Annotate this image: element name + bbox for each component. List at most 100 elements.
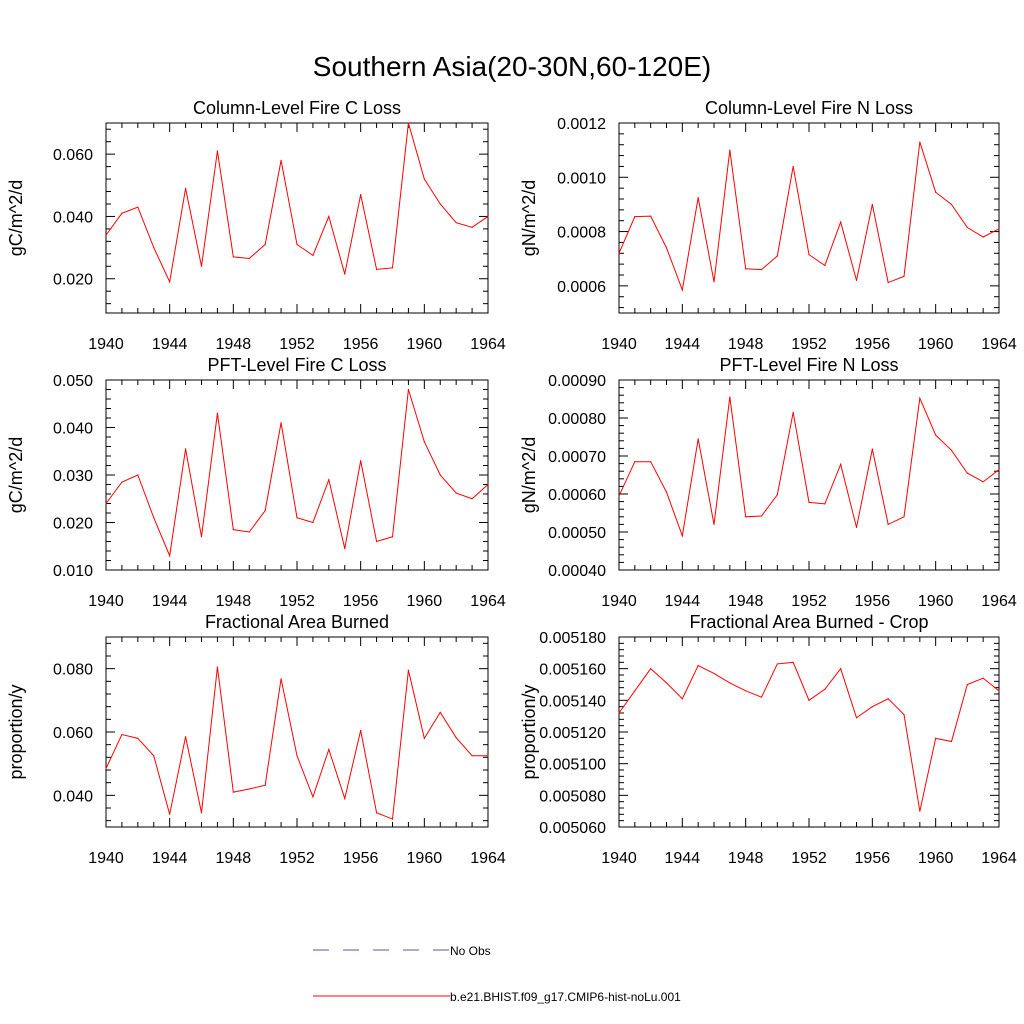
data-point [200, 265, 203, 267]
data-point [903, 713, 905, 716]
y-tick-label: 0.0010 [557, 170, 606, 187]
data-point [121, 212, 123, 214]
data-point [808, 699, 810, 701]
y-tick-label: 0.040 [53, 421, 93, 438]
data-point [776, 255, 778, 257]
y-tick-label: 0.005120 [539, 725, 606, 742]
data-point [360, 194, 362, 196]
y-tick-label: 0.00090 [548, 373, 606, 390]
data-point [280, 159, 282, 161]
data-point [312, 521, 314, 524]
data-point [824, 688, 826, 690]
figure-title: Southern Asia(20-30N,60-120E) [313, 51, 711, 82]
x-tick-label: 1952 [279, 593, 315, 610]
data-point [729, 396, 731, 398]
data-point [248, 531, 250, 533]
data-point [184, 448, 187, 450]
data-point [776, 663, 778, 665]
x-tick-label: 1948 [728, 336, 764, 353]
panel-6: Fractional Area Burned - Crop proportion/… [519, 612, 1017, 867]
data-point [360, 460, 362, 462]
y-tick-label: 0.060 [53, 725, 93, 742]
data-point [423, 737, 425, 739]
y-tick-label: 0.0006 [557, 279, 606, 296]
data-point [871, 706, 873, 708]
data-point [264, 784, 266, 786]
data-point [344, 273, 346, 275]
data-point [729, 682, 731, 684]
data-point [169, 813, 171, 815]
data-point [792, 411, 794, 413]
data-point [471, 226, 473, 228]
data-point [169, 281, 171, 283]
data-point [137, 474, 139, 476]
x-tick-label: 1952 [279, 336, 315, 353]
y-tick-label: 0.005080 [539, 788, 606, 805]
data-point [745, 516, 747, 518]
data-point [248, 788, 250, 790]
data-point [375, 812, 378, 814]
x-tick-label: 1952 [791, 336, 827, 353]
x-tick-label: 1960 [407, 336, 443, 353]
panel-4: PFT-Level Fire N Loss gN/m^2/d 1940 1944 194… [519, 355, 1017, 610]
data-point [121, 733, 123, 736]
data-point [982, 481, 984, 483]
x-tick-label: 1956 [343, 336, 379, 353]
y-tick-label: 0.040 [53, 788, 93, 805]
data-point [919, 141, 921, 143]
data-point [871, 203, 873, 206]
data-point [982, 236, 984, 238]
x-tick-label: 1956 [855, 850, 891, 867]
data-point [665, 247, 668, 249]
data-point [232, 256, 234, 258]
x-tick-label: 1944 [152, 336, 188, 353]
y-axis-label: gN/m^2/d [519, 180, 539, 256]
data-point [375, 268, 378, 270]
data-point [439, 203, 441, 205]
y-tick-label: 0.0008 [557, 225, 606, 242]
x-tick-label: 1960 [407, 593, 443, 610]
data-point [871, 448, 873, 450]
x-tick-label: 1956 [343, 593, 379, 610]
data-point [760, 515, 763, 517]
data-point [296, 517, 298, 519]
data-point [407, 388, 410, 391]
x-tick-label: 1940 [601, 593, 637, 610]
y-tick-label: 0.020 [53, 516, 93, 533]
data-point [665, 491, 668, 493]
x-tick-label: 1956 [855, 593, 891, 610]
data-point [471, 498, 473, 500]
data-point [487, 483, 489, 486]
data-point [455, 222, 457, 224]
y-tick-label: 0.005160 [539, 662, 606, 679]
data-point [745, 690, 747, 692]
x-tick-label: 1956 [855, 336, 891, 353]
data-point [634, 461, 636, 463]
data-point [391, 818, 394, 820]
data-point [681, 698, 683, 700]
x-tick-label: 1956 [343, 850, 379, 867]
data-point [713, 523, 715, 526]
data-point [840, 221, 842, 223]
data-point [455, 737, 457, 739]
x-tick-label: 1948 [216, 336, 252, 353]
data-point [471, 755, 473, 757]
panel-2: Column-Level Fire N Loss gN/m^2/d 1940 1944… [519, 98, 1017, 353]
data-point [919, 397, 921, 399]
x-tick-label: 1960 [918, 336, 954, 353]
x-tick-label: 1964 [981, 850, 1017, 867]
panel-title: Column-Level Fire C Loss [193, 98, 401, 118]
data-point [745, 268, 747, 270]
data-point [808, 254, 810, 256]
data-point [153, 517, 155, 519]
data-point [121, 481, 123, 483]
data-point [935, 191, 937, 193]
y-tick-label: 0.00070 [548, 449, 606, 466]
x-tick-label: 1948 [728, 593, 764, 610]
data-point [998, 469, 1000, 471]
panel-title: PFT-Level Fire N Loss [719, 355, 898, 375]
data-point [618, 252, 620, 254]
data-point [105, 234, 107, 236]
x-tick-label: 1948 [216, 850, 252, 867]
x-tick-label: 1940 [88, 336, 124, 353]
